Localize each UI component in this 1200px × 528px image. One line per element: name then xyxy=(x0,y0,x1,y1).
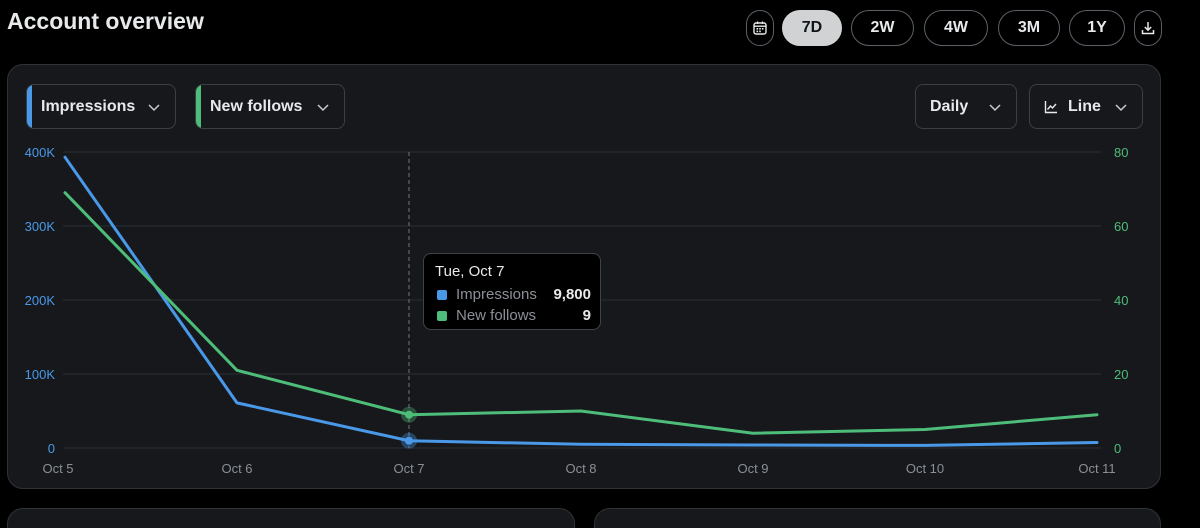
tooltip-row-new-follows: New follows 9 xyxy=(435,306,591,326)
range-7d-button[interactable]: 7D xyxy=(782,10,842,46)
metric1-color-stripe xyxy=(27,85,32,128)
metric2-dropdown[interactable]: New follows xyxy=(195,84,345,129)
x-tick-label: Oct 8 xyxy=(565,461,596,476)
download-button[interactable] xyxy=(1134,10,1162,46)
metric1-label: Impressions xyxy=(41,97,136,115)
interval-label: Daily xyxy=(930,97,969,115)
tooltip-label: New follows xyxy=(456,307,537,324)
tooltip-swatch-new-follows xyxy=(437,311,447,321)
tooltip-value: 9 xyxy=(582,307,591,324)
tooltip-swatch-impressions xyxy=(437,290,447,300)
calendar-icon xyxy=(753,21,767,35)
chart-type-dropdown[interactable]: Line xyxy=(1029,84,1143,129)
y-right-tick-label: 40 xyxy=(1114,293,1128,308)
range-3m-button[interactable]: 3M xyxy=(998,10,1060,46)
x-tick-label: Oct 5 xyxy=(42,461,73,476)
y-left-tick-label: 300K xyxy=(25,219,56,234)
tooltip-value: 9,800 xyxy=(553,286,591,303)
metric1-dropdown[interactable]: Impressions xyxy=(26,84,176,129)
y-left-tick-label: 200K xyxy=(25,293,56,308)
bottom-card-right xyxy=(594,508,1161,528)
chart-tooltip: Tue, Oct 7 Impressions 9,800 New follows… xyxy=(423,253,601,330)
y-left-tick-label: 0 xyxy=(48,441,55,456)
tooltip-row-impressions: Impressions 9,800 xyxy=(435,285,591,305)
highlight-point-new-follows xyxy=(405,410,413,419)
chevron-down-icon xyxy=(317,104,329,112)
chevron-down-icon xyxy=(148,104,160,112)
chart-type-label: Line xyxy=(1068,97,1101,115)
x-tick-label: Oct 10 xyxy=(906,461,944,476)
y-right-tick-label: 60 xyxy=(1114,219,1128,234)
bottom-card-left xyxy=(7,508,575,528)
calendar-button[interactable] xyxy=(746,10,774,46)
x-tick-label: Oct 11 xyxy=(1078,461,1115,476)
metric2-label: New follows xyxy=(210,97,303,115)
y-right-tick-label: 0 xyxy=(1114,441,1121,456)
range-1y-button[interactable]: 1Y xyxy=(1069,10,1125,46)
y-left-tick-label: 100K xyxy=(25,367,56,382)
line-chart-icon xyxy=(1044,100,1057,113)
range-4w-button[interactable]: 4W xyxy=(924,10,988,46)
chevron-down-icon xyxy=(989,104,1001,112)
x-tick-label: Oct 6 xyxy=(221,461,252,476)
range-2w-button[interactable]: 2W xyxy=(851,10,914,46)
chevron-down-icon xyxy=(1115,104,1127,112)
y-right-tick-label: 80 xyxy=(1114,145,1128,160)
y-right-tick-label: 20 xyxy=(1114,367,1128,382)
metric2-color-stripe xyxy=(196,85,201,128)
highlight-point-impressions xyxy=(405,436,413,445)
x-tick-label: Oct 7 xyxy=(393,461,424,476)
page-title: Account overview xyxy=(7,8,204,34)
download-icon xyxy=(1141,22,1155,35)
tooltip-label: Impressions xyxy=(456,286,537,303)
tooltip-title: Tue, Oct 7 xyxy=(435,263,505,280)
y-left-tick-label: 400K xyxy=(25,145,56,160)
series-line-new-follows xyxy=(63,191,1099,435)
series-line-impressions xyxy=(63,155,1099,447)
x-tick-label: Oct 9 xyxy=(737,461,768,476)
interval-dropdown[interactable]: Daily xyxy=(915,84,1017,129)
